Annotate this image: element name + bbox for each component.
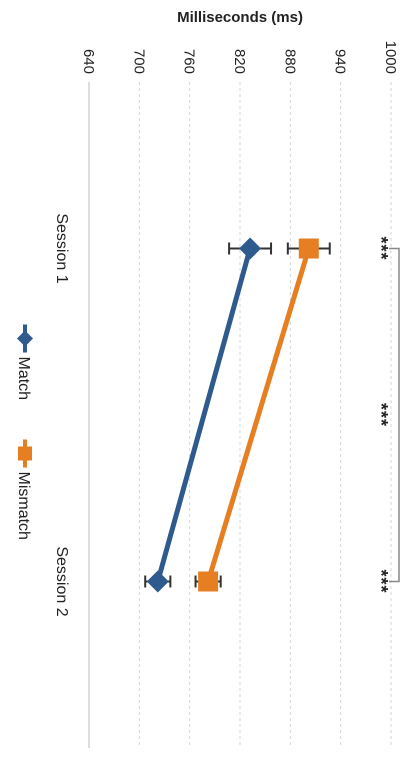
legend-marker-square <box>18 446 32 461</box>
y-tick-label: 880 <box>281 49 298 74</box>
category-label: Session 2 <box>53 546 70 616</box>
legend: Match Mismatch <box>15 324 33 540</box>
data-point-square <box>198 571 219 592</box>
significance-session2: *** <box>371 569 391 593</box>
y-tick-label: 760 <box>181 49 198 74</box>
category-label: Session 1 <box>53 213 70 283</box>
series-match <box>144 237 273 593</box>
y-tick-label: 820 <box>231 49 248 74</box>
data-point-diamond <box>146 570 169 593</box>
y-tick-label: 1000 <box>382 41 399 74</box>
legend-marker-diamond <box>17 330 33 347</box>
legend-label: Match <box>15 357 32 401</box>
significance-annotations: *** *** *** <box>371 236 400 594</box>
series-group <box>144 237 331 593</box>
significance-session1: *** <box>371 236 391 260</box>
y-tick-label: 640 <box>80 49 97 74</box>
y-tick-labels: 640 700 760 820 880 940 1000 <box>80 41 399 74</box>
legend-label: Mismatch <box>15 472 32 540</box>
legend-item-match: Match <box>15 324 33 401</box>
series-line <box>155 247 253 583</box>
significance-bracket <box>389 247 400 583</box>
gridlines <box>88 82 392 748</box>
y-axis-title: Milliseconds (ms) <box>177 9 303 26</box>
y-tick-label: 700 <box>130 49 147 74</box>
data-point-square <box>298 238 319 259</box>
data-point-diamond <box>239 237 262 260</box>
legend-item-mismatch: Mismatch <box>15 439 32 540</box>
category-labels: Session 1 Session 2 <box>53 213 70 616</box>
series-line <box>205 247 312 583</box>
significance-between-sessions: *** <box>371 403 391 427</box>
y-tick-label: 940 <box>332 49 349 74</box>
series-mismatch <box>194 238 331 592</box>
